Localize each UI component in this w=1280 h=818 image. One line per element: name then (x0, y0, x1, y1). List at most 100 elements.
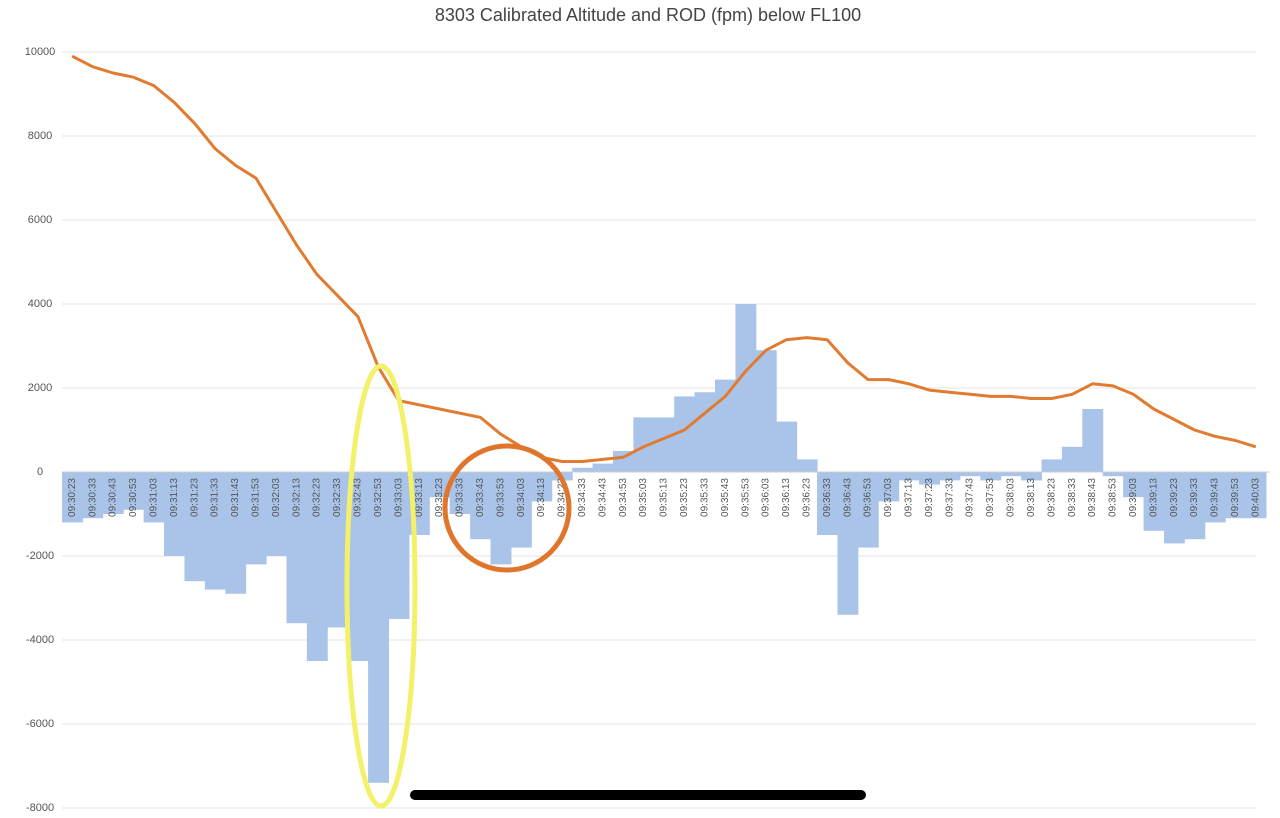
bar (898, 472, 920, 481)
x-tick-label: 09:35:33 (699, 478, 710, 517)
x-tick-label: 09:33:53 (495, 478, 506, 517)
bar (225, 472, 247, 594)
bar (878, 472, 900, 502)
bar (368, 472, 390, 783)
bar (286, 472, 308, 624)
bar (755, 350, 777, 472)
x-tick-label: 09:31:03 (148, 478, 159, 517)
x-tick-label: 09:36:23 (801, 478, 812, 517)
y-tick-label: 6000 (28, 214, 52, 226)
x-tick-label: 09:32:53 (373, 478, 384, 517)
x-tick-label: 09:37:33 (944, 478, 955, 517)
bar (980, 472, 1002, 481)
x-tick-label: 09:37:03 (883, 478, 894, 517)
bar (102, 472, 124, 514)
bar (164, 472, 185, 556)
x-tick-label: 09:36:13 (781, 478, 792, 517)
x-tick-label: 09:34:23 (557, 478, 568, 517)
bar (388, 472, 410, 619)
bar (674, 396, 696, 472)
x-tick-label: 09:31:53 (251, 478, 262, 517)
bar (266, 472, 287, 556)
x-tick-label: 09:39:23 (1169, 478, 1180, 517)
x-tick-label: 09:32:43 (353, 478, 364, 517)
bar (1204, 472, 1226, 523)
x-tick-label: 09:34:43 (597, 478, 608, 517)
x-tick-label: 09:40:03 (1250, 478, 1261, 517)
bar (919, 472, 940, 485)
x-tick-label: 09:32:03 (271, 478, 282, 517)
bar (572, 467, 594, 472)
bar (531, 472, 553, 502)
bar (1143, 472, 1165, 531)
bar (1061, 446, 1083, 472)
y-tick-label: 0 (37, 466, 43, 478)
x-tick-label: 09:30:23 (67, 478, 78, 517)
x-tick-label: 09:32:13 (291, 478, 302, 517)
x-tick-label: 09:32:23 (312, 478, 323, 517)
bar (817, 472, 838, 535)
x-tick-label: 09:35:43 (720, 478, 731, 517)
bar (633, 417, 655, 472)
bar (490, 472, 512, 565)
chart-title: 8303 Calibrated Altitude and ROD (fpm) b… (435, 5, 861, 25)
bar (1123, 472, 1145, 498)
y-tick-label: -2000 (26, 550, 54, 562)
x-tick-label: 09:34:53 (618, 478, 629, 517)
x-tick-label: 09:38:33 (1067, 478, 1078, 517)
bar (1245, 472, 1267, 519)
x-tick-label: 09:31:13 (169, 478, 180, 517)
x-tick-label: 09:31:43 (230, 478, 241, 517)
x-tick-label: 09:33:23 (434, 478, 445, 517)
bar (62, 472, 83, 523)
x-tick-label: 09:39:03 (1128, 478, 1139, 517)
bar (612, 451, 634, 472)
x-tick-label: 09:39:53 (1230, 478, 1241, 517)
x-tick-label: 09:37:43 (965, 478, 976, 517)
x-tick-label: 09:38:43 (1087, 478, 1098, 517)
x-tick-label: 09:37:23 (924, 478, 935, 517)
bar (735, 304, 757, 472)
x-tick-label: 09:38:03 (1006, 478, 1017, 517)
x-tick-label: 09:37:13 (904, 478, 915, 517)
bar (653, 417, 675, 472)
x-tick-label: 09:38:23 (1046, 478, 1057, 517)
x-tick-label: 09:33:03 (393, 478, 404, 517)
x-tick-label: 09:39:43 (1210, 478, 1221, 517)
bar (306, 472, 328, 661)
bar (796, 459, 818, 472)
x-tick-label: 09:39:13 (1148, 478, 1159, 517)
x-tick-label: 09:30:53 (128, 478, 139, 517)
x-tick-label: 09:30:43 (108, 478, 119, 517)
bar (470, 472, 492, 540)
home-indicator (410, 790, 866, 800)
bar (1225, 472, 1247, 519)
y-tick-label: 10000 (25, 46, 56, 58)
x-tick-label: 09:31:23 (189, 478, 200, 517)
y-tick-label: -8000 (26, 802, 54, 814)
bar (449, 472, 471, 514)
x-tick-label: 09:30:33 (87, 478, 98, 517)
bar (1000, 472, 1022, 477)
x-tick-label: 09:33:13 (414, 478, 425, 517)
bar (959, 472, 981, 477)
bar (1021, 472, 1043, 481)
bar (1082, 409, 1104, 472)
bar (82, 472, 104, 519)
bar (694, 392, 716, 472)
bar (592, 463, 614, 472)
x-tick-label: 09:35:23 (679, 478, 690, 517)
bar (715, 379, 736, 472)
highlight-ellipse (344, 363, 418, 809)
x-tick-label: 09:35:13 (659, 478, 670, 517)
y-tick-label: 4000 (28, 298, 52, 310)
x-tick-label: 09:32:33 (332, 478, 343, 517)
bar (347, 472, 369, 661)
bar (123, 472, 145, 510)
bar (1041, 459, 1063, 472)
bar (1163, 472, 1185, 544)
y-tick-label: -4000 (26, 634, 54, 646)
x-tick-label: 09:35:03 (638, 478, 649, 517)
x-tick-label: 09:37:53 (985, 478, 996, 517)
